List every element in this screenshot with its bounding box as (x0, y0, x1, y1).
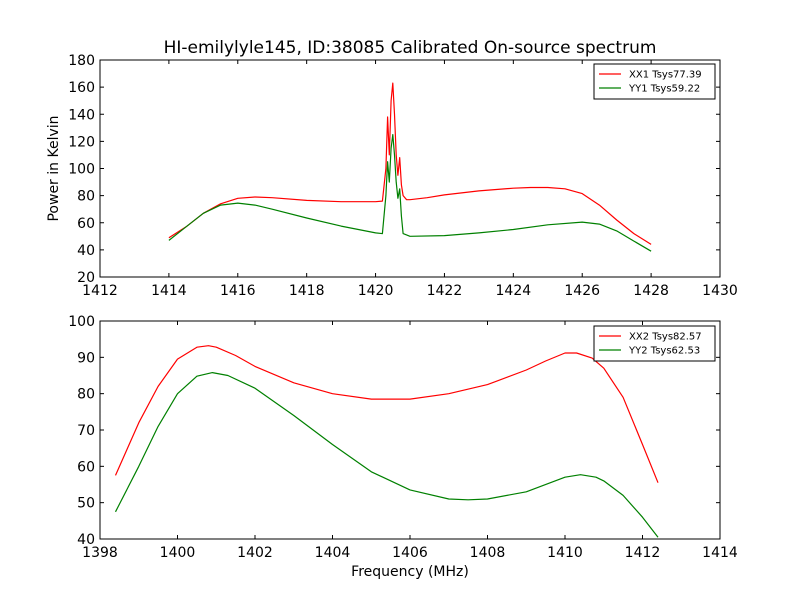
y-tick-label: 140 (68, 107, 95, 123)
legend: XX1 Tsys77.39 YY1 Tsys59.22 (593, 63, 716, 100)
y-tick-label: 180 (68, 53, 95, 69)
y-tick-label: 40 (77, 532, 95, 548)
x-tick-label: 1408 (470, 545, 506, 561)
x-tick-label: 1414 (151, 283, 187, 299)
y-tick-label: 80 (77, 387, 95, 403)
x-tick-label: 1420 (358, 283, 394, 299)
figure-title: HI-emilylyle145, ID:38085 Calibrated On-… (164, 38, 657, 58)
legend-box (593, 325, 716, 362)
y-tick-label: 40 (77, 243, 95, 259)
series-line-yy2 (114, 372, 659, 538)
x-tick-label: 1402 (237, 545, 273, 561)
series-line-xx1 (168, 82, 652, 245)
x-tick-label: 1422 (427, 283, 463, 299)
top-panel: 1412 1414 1416 1418 1420 1422 1424 1426 1428 1430… (46, 53, 738, 299)
x-tick-label: 1414 (702, 545, 738, 561)
legend-entry: YY2 Tsys62.53 (628, 346, 700, 357)
y-tick-label: 60 (77, 216, 95, 232)
legend: XX2 Tsys82.57 YY2 Tsys62.53 (593, 325, 716, 362)
y-tick-label: 60 (77, 459, 95, 475)
y-tick-label: 70 (77, 423, 95, 439)
series-line-yy1 (168, 134, 652, 252)
x-tick-label: 1404 (315, 545, 351, 561)
x-tick-label: 1398 (82, 545, 118, 561)
y-tick-label: 160 (68, 80, 95, 96)
x-tick-label: 1400 (160, 545, 196, 561)
y-tick-label: 90 (77, 350, 95, 366)
y-tick-label: 100 (68, 314, 95, 330)
y-tick-label: 50 (77, 496, 95, 512)
x-tick-label: 1416 (220, 283, 256, 299)
legend-box (593, 63, 716, 100)
x-axis-label: Frequency (MHz) (351, 564, 469, 580)
x-tick-label: 1412 (82, 283, 118, 299)
x-tick-label: 1424 (496, 283, 532, 299)
y-tick-label: 20 (77, 270, 95, 286)
legend-entry: XX2 Tsys82.57 (629, 332, 702, 343)
legend-entry: YY1 Tsys59.22 (628, 84, 700, 95)
x-tick-label: 1430 (702, 283, 738, 299)
x-tick-label: 1406 (392, 545, 428, 561)
x-tick-label: 1410 (547, 545, 583, 561)
x-tick-label: 1418 (289, 283, 325, 299)
y-axis-label: Power in Kelvin (46, 115, 62, 221)
x-tick-label: 1428 (633, 283, 669, 299)
y-tick-label: 100 (68, 162, 95, 178)
y-tick-label: 80 (77, 189, 95, 205)
bottom-panel: 1398 1400 1402 1404 1406 1408 1410 1412 1414 40 50… (68, 314, 738, 580)
y-tick-label: 120 (68, 134, 95, 150)
legend-entry: XX1 Tsys77.39 (629, 70, 702, 81)
x-tick-label: 1412 (625, 545, 661, 561)
x-tick-label: 1426 (564, 283, 600, 299)
